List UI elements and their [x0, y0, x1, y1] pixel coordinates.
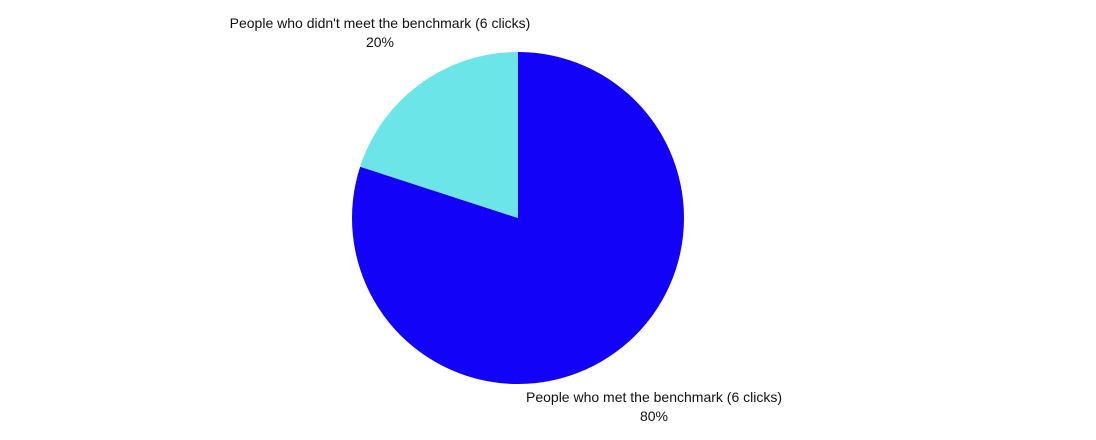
slice-label-met: People who met the benchmark (6 clicks) — [526, 389, 782, 405]
pie-slices — [352, 51, 684, 384]
slice-value-not-met: 20% — [366, 34, 394, 50]
slice-label-group-not-met: People who didn't meet the benchmark (6 … — [230, 15, 531, 50]
slice-label-not-met: People who didn't meet the benchmark (6 … — [230, 15, 531, 31]
pie-slice-not-met — [360, 51, 518, 218]
slice-label-group-met: People who met the benchmark (6 clicks) … — [526, 389, 782, 424]
slice-value-met: 80% — [640, 408, 668, 424]
